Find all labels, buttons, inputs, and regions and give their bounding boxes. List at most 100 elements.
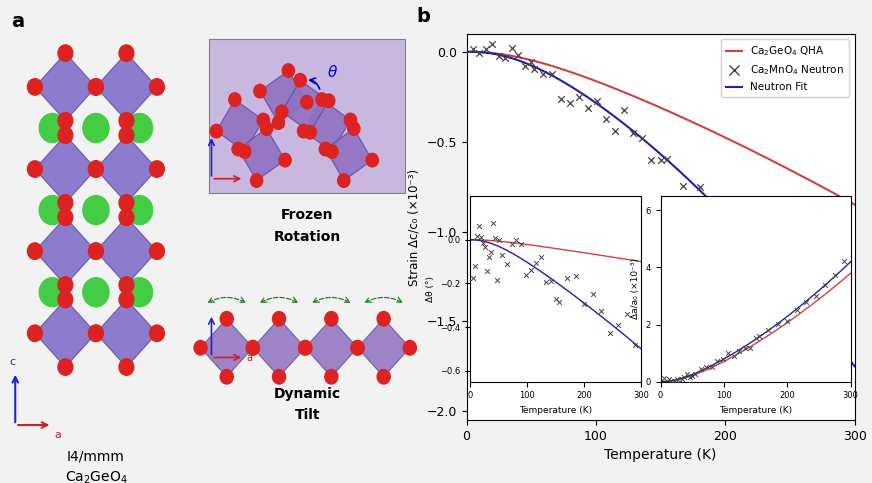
Text: a: a xyxy=(10,12,24,31)
Circle shape xyxy=(58,209,73,226)
Point xyxy=(660,155,674,163)
Circle shape xyxy=(58,113,73,129)
Circle shape xyxy=(403,341,417,355)
Circle shape xyxy=(348,122,360,135)
Circle shape xyxy=(247,341,260,355)
Circle shape xyxy=(28,243,42,259)
Y-axis label: Strain Δc/c₀ (×10⁻³): Strain Δc/c₀ (×10⁻³) xyxy=(408,169,421,285)
Point xyxy=(473,49,487,57)
Circle shape xyxy=(58,277,73,293)
Point xyxy=(492,52,506,60)
Circle shape xyxy=(257,114,269,127)
Text: Ca$_2$GeO$_4$: Ca$_2$GeO$_4$ xyxy=(65,470,127,483)
Circle shape xyxy=(337,174,350,187)
Circle shape xyxy=(58,291,73,308)
Point xyxy=(511,52,525,59)
Text: b: b xyxy=(416,7,430,26)
Polygon shape xyxy=(96,299,157,367)
Point xyxy=(554,96,568,103)
Circle shape xyxy=(58,195,73,211)
Circle shape xyxy=(150,325,164,341)
Circle shape xyxy=(298,341,312,355)
Circle shape xyxy=(119,45,134,61)
Circle shape xyxy=(119,277,134,293)
Circle shape xyxy=(126,114,153,142)
Circle shape xyxy=(119,195,134,211)
Circle shape xyxy=(279,153,291,167)
Circle shape xyxy=(150,161,164,177)
Circle shape xyxy=(150,79,164,95)
Text: a: a xyxy=(55,430,61,440)
Polygon shape xyxy=(35,299,96,367)
Circle shape xyxy=(324,369,338,384)
Text: a: a xyxy=(247,353,252,363)
Circle shape xyxy=(89,161,104,177)
Circle shape xyxy=(221,312,234,326)
Point xyxy=(825,345,839,353)
Circle shape xyxy=(304,126,317,139)
Point xyxy=(505,44,519,52)
Point xyxy=(693,183,707,191)
Circle shape xyxy=(378,312,391,326)
Text: c: c xyxy=(9,357,16,367)
Circle shape xyxy=(119,127,134,143)
Circle shape xyxy=(83,196,109,225)
Point xyxy=(677,183,691,190)
Text: Frozen: Frozen xyxy=(281,208,334,222)
Circle shape xyxy=(301,95,313,109)
Circle shape xyxy=(298,341,312,355)
Circle shape xyxy=(294,73,306,87)
Circle shape xyxy=(326,145,338,158)
Point xyxy=(536,70,550,78)
Point xyxy=(792,303,806,311)
Circle shape xyxy=(323,94,335,108)
Point xyxy=(581,104,595,112)
Circle shape xyxy=(221,369,234,384)
Circle shape xyxy=(319,142,331,156)
Polygon shape xyxy=(305,319,358,377)
Circle shape xyxy=(58,127,73,143)
Polygon shape xyxy=(303,99,351,152)
Circle shape xyxy=(89,79,104,95)
Circle shape xyxy=(351,341,364,355)
Circle shape xyxy=(366,153,378,167)
Point xyxy=(710,209,724,216)
Circle shape xyxy=(194,341,208,355)
Point xyxy=(563,99,577,107)
Polygon shape xyxy=(238,128,285,181)
Circle shape xyxy=(247,341,260,355)
FancyBboxPatch shape xyxy=(209,39,405,193)
Point xyxy=(808,305,822,313)
Circle shape xyxy=(276,105,288,118)
Polygon shape xyxy=(260,71,307,123)
Polygon shape xyxy=(325,128,372,181)
Circle shape xyxy=(89,325,104,341)
Circle shape xyxy=(83,114,109,142)
Circle shape xyxy=(316,93,328,106)
Point xyxy=(775,274,789,282)
Polygon shape xyxy=(216,99,263,152)
Circle shape xyxy=(126,196,153,225)
Text: Tilt: Tilt xyxy=(295,409,320,422)
Polygon shape xyxy=(96,53,157,121)
Circle shape xyxy=(28,161,42,177)
Circle shape xyxy=(283,64,295,77)
X-axis label: Temperature (K): Temperature (K) xyxy=(604,449,717,463)
Point xyxy=(759,237,773,245)
Circle shape xyxy=(89,161,104,177)
Circle shape xyxy=(272,312,286,326)
Circle shape xyxy=(89,243,104,259)
Point xyxy=(590,97,604,105)
Point xyxy=(486,40,500,48)
Point xyxy=(644,156,658,164)
Circle shape xyxy=(261,122,273,135)
Circle shape xyxy=(58,359,73,375)
Circle shape xyxy=(272,116,284,129)
Circle shape xyxy=(89,79,104,95)
Polygon shape xyxy=(282,80,329,132)
Polygon shape xyxy=(35,53,96,121)
Point xyxy=(524,58,538,66)
Point xyxy=(636,134,650,142)
Circle shape xyxy=(344,114,357,127)
Circle shape xyxy=(351,341,364,355)
